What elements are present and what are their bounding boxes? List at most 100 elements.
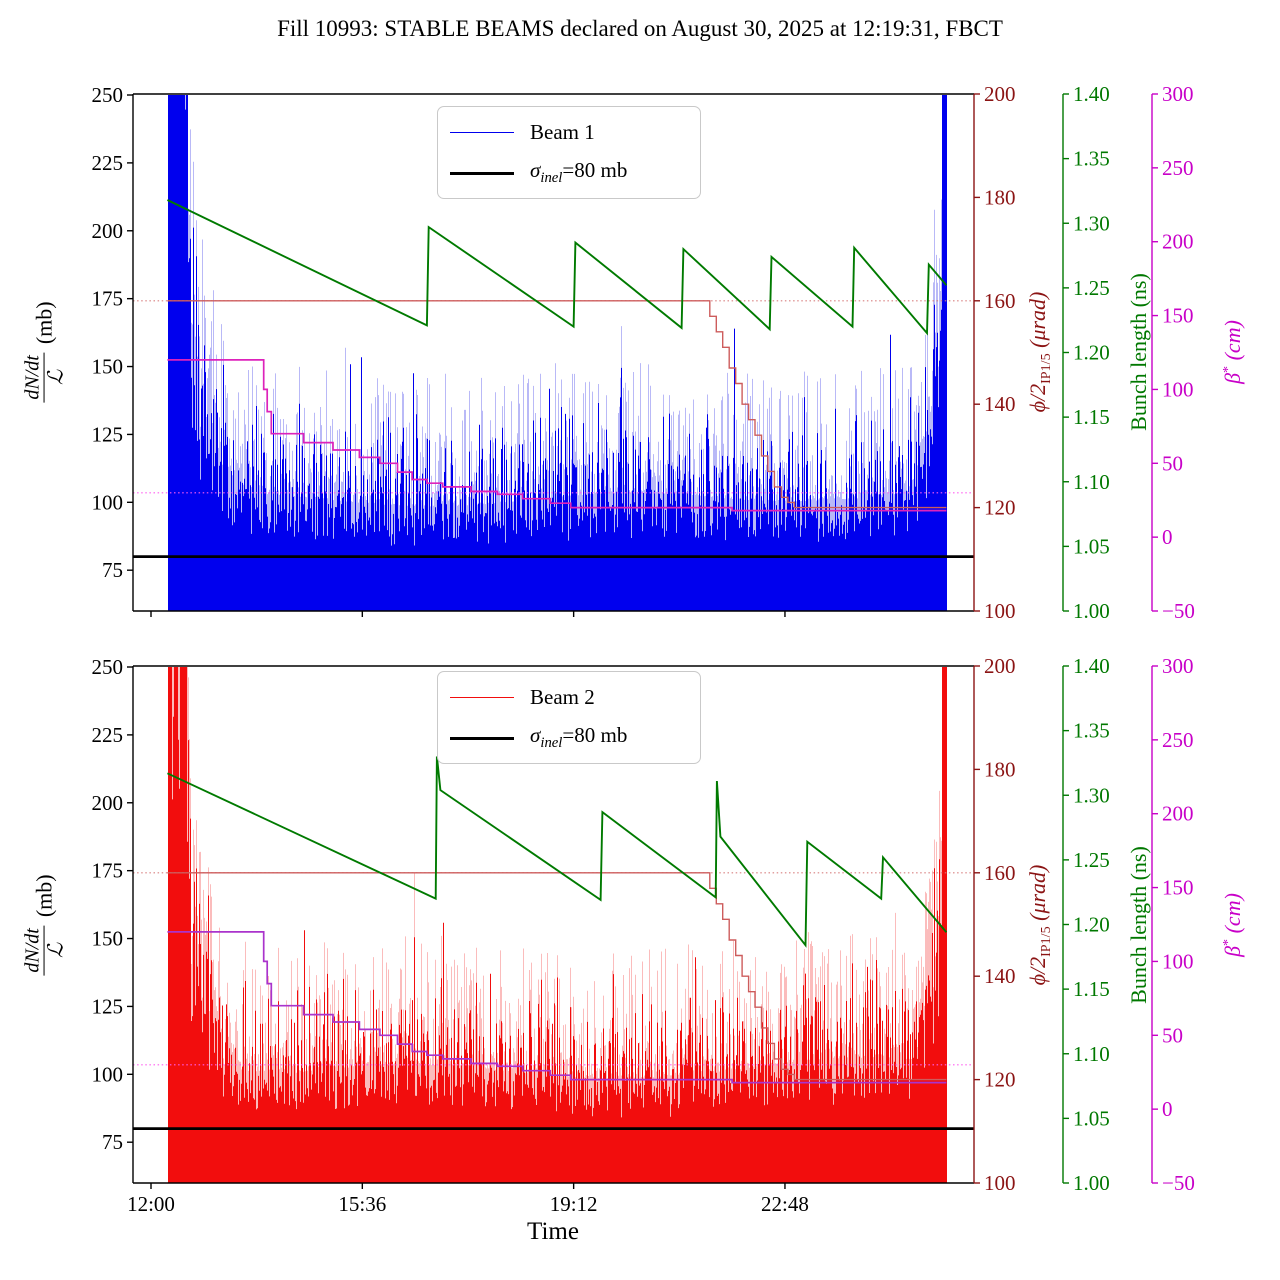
phi-tick-label: 200 xyxy=(984,654,1016,678)
x-tick-label: 19:12 xyxy=(550,1192,598,1216)
phi-tick-label: 140 xyxy=(984,392,1016,416)
beta-tick-label: 250 xyxy=(1162,156,1194,180)
mb-tick-label: 250 xyxy=(92,655,124,679)
legend-line-beam2 xyxy=(450,696,514,698)
beta-axis-label-top: β* (cm) xyxy=(1219,320,1246,384)
mb-tick-label: 225 xyxy=(92,723,124,747)
mb-tick-label: 150 xyxy=(92,355,124,379)
bunch-tick-label: 1.30 xyxy=(1073,783,1110,807)
rate-denominator: ℒ xyxy=(43,369,68,385)
beta-tick-label: 150 xyxy=(1162,876,1194,900)
legend-beam2: Beam 2 σinel=80 mb xyxy=(437,671,701,764)
beta-tick-label: 300 xyxy=(1162,82,1194,106)
beta-tick-label: 50 xyxy=(1162,451,1183,475)
beta-tick-label: 100 xyxy=(1162,377,1194,401)
rate-fraction: dN/dt ℒ xyxy=(21,925,69,976)
bunch-tick-label: 1.25 xyxy=(1073,848,1110,872)
bunch-tick-label: 1.40 xyxy=(1073,82,1110,106)
bunch-tick-label: 1.15 xyxy=(1073,405,1110,429)
mb-tick-label: 175 xyxy=(92,859,124,883)
rate-unit: (mb) xyxy=(32,874,57,918)
bunch-tick-label: 1.05 xyxy=(1073,1106,1110,1130)
phi-axis-label-bottom: ϕ/2IP1/5 (μrad) xyxy=(1024,864,1055,986)
phi-tick-label: 200 xyxy=(984,82,1016,106)
bunch-tick-label: 1.20 xyxy=(1073,341,1110,365)
y-axis-label-rate-top: dN/dt ℒ (mb) xyxy=(21,301,69,403)
rate-numerator: dN/dt xyxy=(21,352,45,403)
beta-tick-label: −50 xyxy=(1162,599,1195,623)
beta-tick-label: 150 xyxy=(1162,304,1194,328)
bunch-tick-label: 1.20 xyxy=(1073,913,1110,937)
legend-label-beam2: Beam 2 xyxy=(530,684,595,709)
x-tick-label: 22:48 xyxy=(761,1192,809,1216)
subplot-beam2: 75 100 125 150 175 200 225 250 100 120 140 160 180 20… xyxy=(92,654,1195,1216)
rate-unit: (mb) xyxy=(32,301,57,345)
beta-tick-label: 250 xyxy=(1162,728,1194,752)
mb-tick-label: 150 xyxy=(92,927,124,951)
bunch-tick-label: 1.35 xyxy=(1073,719,1110,743)
subplot-beam1: 75 100 125 150 175 200 225 250 100 120 140 160 180 20… xyxy=(92,82,1195,623)
bunch-tick-label: 1.40 xyxy=(1073,654,1110,678)
rate-denominator: ℒ xyxy=(43,942,68,958)
phi-tick-label: 120 xyxy=(984,1068,1016,1092)
crossing-angle-line xyxy=(167,300,947,509)
beta-axis-label-bottom: β* (cm) xyxy=(1219,893,1246,957)
beta-tick-label: −50 xyxy=(1162,1171,1195,1195)
mb-tick-label: 100 xyxy=(92,490,124,514)
legend-label-sigma-2: σinel=80 mb xyxy=(530,723,628,752)
bunch-tick-label: 1.15 xyxy=(1073,977,1110,1001)
mb-tick-label: 175 xyxy=(92,287,124,311)
crossing-angle-line xyxy=(167,872,947,1081)
beta-tick-label: 50 xyxy=(1162,1023,1183,1047)
bunch-tick-label: 1.35 xyxy=(1073,147,1110,171)
legend-beam1: Beam 1 σinel=80 mb xyxy=(437,106,701,199)
legend-entry-beam1: Beam 1 xyxy=(450,116,688,148)
rate-fraction: dN/dt ℒ xyxy=(21,352,69,403)
phi-tick-label: 160 xyxy=(984,289,1016,313)
beta-tick-label: 300 xyxy=(1162,654,1194,678)
rate-numerator: dN/dt xyxy=(21,925,45,976)
bunch-tick-label: 1.00 xyxy=(1073,599,1110,623)
mb-tick-label: 200 xyxy=(92,219,124,243)
bunch-tick-label: 1.05 xyxy=(1073,534,1110,558)
x-tick-label: 12:00 xyxy=(127,1192,175,1216)
x-axis-label: Time xyxy=(527,1218,579,1245)
beta-star-line xyxy=(167,931,947,1084)
legend-line-sigma-2 xyxy=(450,736,514,740)
bunch-tick-label: 1.00 xyxy=(1073,1171,1110,1195)
beta-tick-label: 0 xyxy=(1162,1097,1173,1121)
phi-tick-label: 100 xyxy=(984,599,1016,623)
phi-tick-label: 100 xyxy=(984,1171,1016,1195)
phi-tick-label: 180 xyxy=(984,757,1016,781)
mb-tick-label: 225 xyxy=(92,151,124,175)
mb-tick-label: 125 xyxy=(92,422,124,446)
phi-tick-label: 140 xyxy=(984,964,1016,988)
legend-entry-sigma-1: σinel=80 mb xyxy=(450,157,688,189)
bunch-length-line xyxy=(166,199,948,336)
x-tick-label: 15:36 xyxy=(338,1192,386,1216)
bunch-length-line xyxy=(166,756,948,948)
bunch-axis-label-top: Bunch length (ns) xyxy=(1126,273,1151,431)
mb-tick-label: 75 xyxy=(102,1130,123,1154)
bunch-tick-label: 1.10 xyxy=(1073,470,1110,494)
mb-tick-label: 75 xyxy=(102,558,123,582)
legend-entry-beam2: Beam 2 xyxy=(450,681,688,713)
beta-tick-label: 200 xyxy=(1162,230,1194,254)
phi-tick-label: 160 xyxy=(984,861,1016,885)
legend-entry-sigma-2: σinel=80 mb xyxy=(450,722,688,754)
phi-tick-label: 120 xyxy=(984,496,1016,520)
legend-line-beam1 xyxy=(450,131,514,133)
noise-dark-beam2 xyxy=(168,667,947,1183)
bunch-axis-label-bottom: Bunch length (ns) xyxy=(1126,846,1151,1004)
mb-tick-label: 125 xyxy=(92,994,124,1018)
figure-title: Fill 10993: STABLE BEAMS declared on Aug… xyxy=(277,16,1003,41)
beta-tick-label: 100 xyxy=(1162,949,1194,973)
legend-line-sigma-1 xyxy=(450,171,514,175)
bunch-tick-label: 1.10 xyxy=(1073,1042,1110,1066)
beta-tick-label: 200 xyxy=(1162,802,1194,826)
bunch-tick-label: 1.25 xyxy=(1073,276,1110,300)
phi-tick-label: 180 xyxy=(984,185,1016,209)
y-axis-label-rate-bottom: dN/dt ℒ (mb) xyxy=(21,874,69,976)
